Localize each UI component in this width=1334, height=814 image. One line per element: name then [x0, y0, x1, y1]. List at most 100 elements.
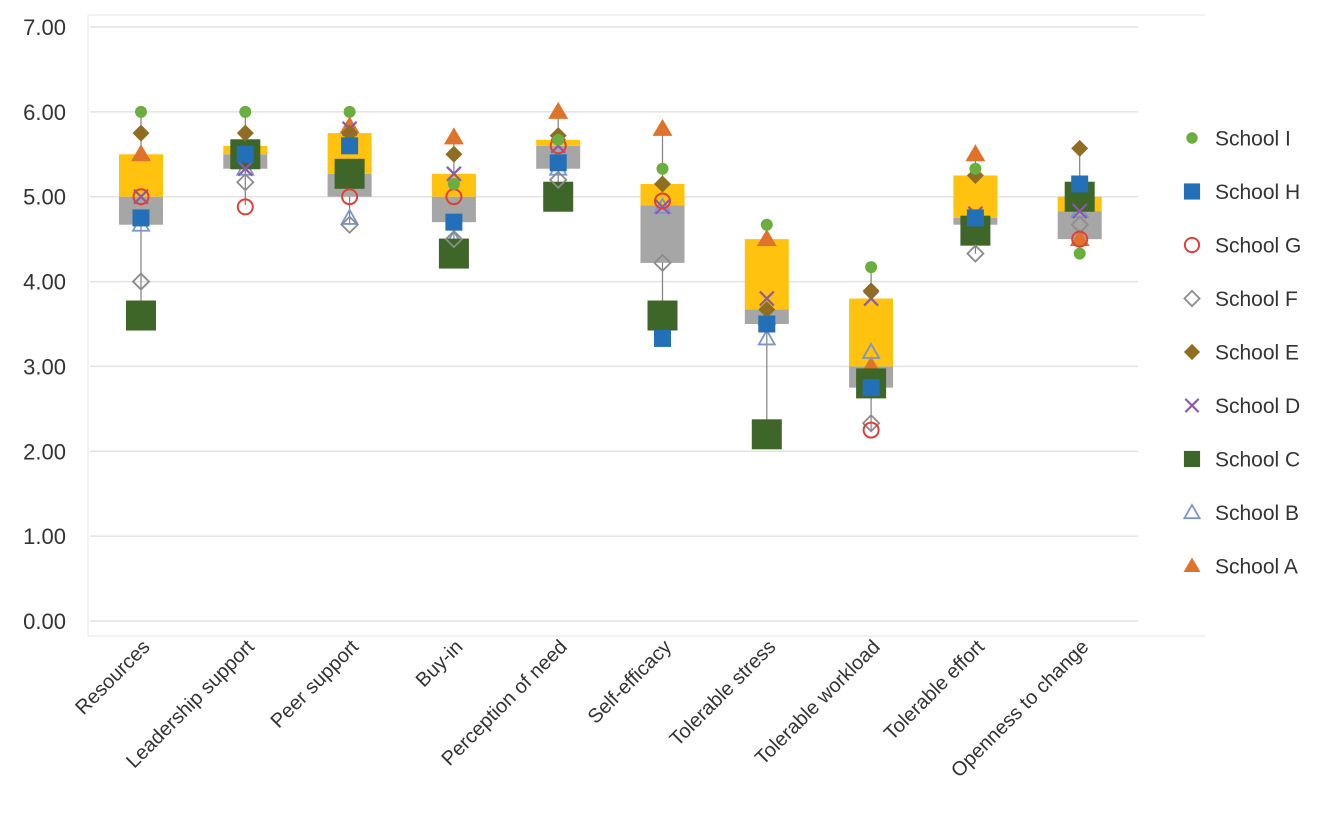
data-point [966, 209, 984, 227]
legend-marker [1182, 503, 1202, 520]
data-point [340, 208, 360, 225]
data-point [543, 181, 574, 212]
legend-label: School I [1215, 128, 1291, 151]
legend-item: School E [1183, 342, 1299, 365]
data-point [654, 192, 671, 210]
legend-marker [1184, 398, 1200, 413]
x-tick-label: Peer support [267, 636, 364, 733]
data-point [341, 188, 359, 206]
data-point [444, 229, 464, 249]
data-point [654, 199, 671, 215]
y-tick-label: 5.00 [23, 185, 66, 210]
legend-item: School H [1183, 181, 1300, 204]
data-point [132, 188, 150, 206]
x-tick-label: Resources [71, 636, 154, 719]
markers [126, 101, 1095, 450]
data-point [135, 105, 147, 118]
data-point [1073, 247, 1086, 260]
data-point [653, 253, 672, 273]
data-point [759, 290, 775, 307]
data-point [654, 329, 671, 347]
legend-item: School D [1184, 395, 1300, 418]
data-point [656, 162, 669, 175]
data-point [861, 414, 881, 433]
y-tick-label: 1.00 [23, 524, 66, 549]
data-point [862, 379, 880, 397]
y-axis: 0.00 1.00 2.00 3.00 4.00 5.00 6.00 7.00 [23, 15, 66, 634]
x-tick-label: Self-efficacy [584, 636, 676, 728]
y-tick-label: 0.00 [23, 609, 66, 634]
box-upper [640, 183, 685, 206]
data-point [446, 166, 462, 182]
y-tick-label: 4.00 [23, 270, 66, 295]
box-lower [640, 205, 685, 263]
legend-marker [1183, 450, 1201, 468]
legend-marker [1183, 236, 1201, 254]
data-point [861, 342, 881, 359]
legend-label: School B [1215, 502, 1299, 525]
data-point [966, 244, 985, 263]
data-point [652, 197, 673, 214]
data-point [131, 144, 151, 162]
legend-marker [1186, 132, 1198, 144]
data-point [549, 154, 567, 172]
data-point [647, 300, 678, 331]
data-point [1071, 203, 1088, 219]
data-point [751, 419, 782, 450]
data-point [1070, 215, 1089, 234]
legend: School I School H School G School F School E… [1182, 128, 1301, 579]
data-point [756, 229, 777, 247]
y-tick-label: 2.00 [23, 439, 66, 464]
x-tick-label: Buy-in [412, 636, 468, 692]
legend-marker [1183, 343, 1201, 361]
legend-marker [1183, 183, 1201, 200]
box-upper [849, 298, 894, 367]
boxes [119, 111, 1102, 435]
data-point [654, 175, 671, 193]
data-point [132, 209, 150, 227]
data-point [131, 272, 151, 291]
data-point [552, 133, 565, 146]
x-tick-label: Tolerable effort [880, 636, 989, 745]
data-point [862, 282, 880, 300]
data-point [236, 198, 254, 216]
y-tick-label: 6.00 [23, 100, 66, 125]
data-point [1071, 230, 1089, 248]
gridlines [90, 26, 1138, 622]
legend-item: School A [1183, 556, 1298, 579]
data-point [758, 315, 776, 333]
y-tick-label: 7.00 [23, 15, 66, 40]
data-point [239, 105, 252, 118]
data-point [1071, 175, 1089, 193]
legend-label: School D [1215, 395, 1300, 418]
x-tick-label: Tolerable stress [666, 636, 781, 751]
legend-marker [1183, 289, 1201, 308]
data-point [237, 160, 254, 177]
data-point [343, 105, 356, 118]
data-point [334, 158, 365, 189]
data-point [445, 145, 463, 163]
data-point [1069, 229, 1090, 247]
data-point [969, 162, 982, 175]
y-tick-label: 3.00 [23, 354, 66, 379]
legend-label: School C [1215, 449, 1300, 472]
data-point [652, 118, 673, 136]
data-point [236, 124, 254, 142]
legend-item: School C [1183, 449, 1300, 472]
data-point [341, 137, 359, 155]
data-point [760, 218, 773, 231]
data-point [757, 328, 777, 346]
data-point [126, 300, 156, 331]
data-point [862, 421, 880, 439]
data-point [447, 177, 460, 190]
data-point [443, 127, 464, 145]
data-point [236, 173, 255, 192]
data-point [340, 215, 359, 234]
data-point [438, 238, 469, 269]
data-point [445, 213, 463, 231]
data-point [965, 144, 986, 162]
legend-marker [1183, 557, 1201, 572]
data-point [548, 170, 568, 190]
legend-item: School I [1186, 128, 1291, 151]
